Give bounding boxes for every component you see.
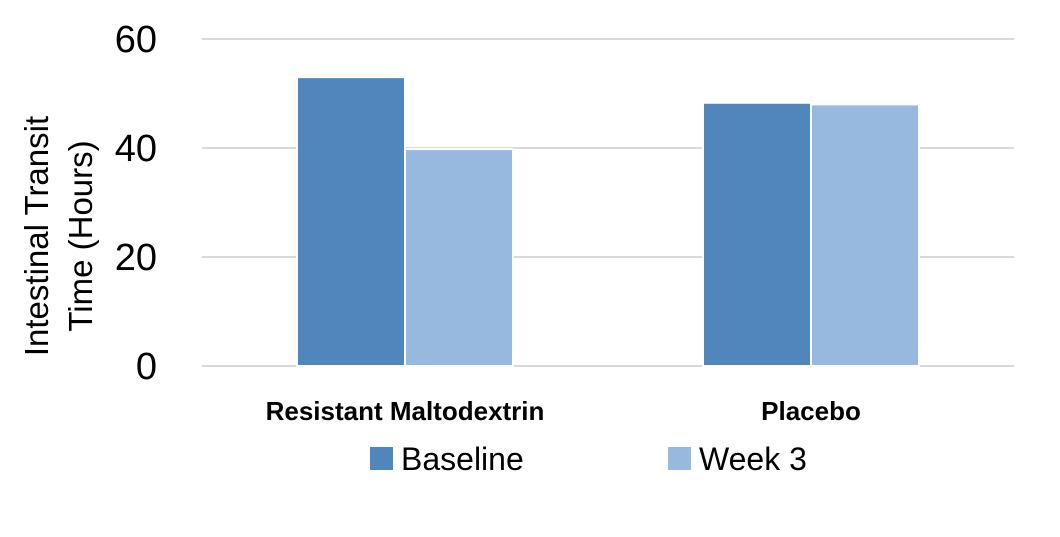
y-axis-label-line-2: Time (Hours) bbox=[62, 140, 99, 331]
bar-baseline bbox=[702, 101, 812, 367]
legend-label: Week 3 bbox=[699, 441, 807, 477]
bars bbox=[296, 76, 920, 368]
y-axis-ticks: 0 20 40 60 bbox=[115, 19, 157, 388]
legend-swatch bbox=[668, 447, 691, 470]
y-axis-label: Intestinal Transit Time (Hours) bbox=[18, 116, 99, 356]
legend-label: Baseline bbox=[401, 441, 524, 477]
x-tick-label: Placebo bbox=[761, 396, 861, 426]
bar-baseline bbox=[296, 76, 406, 368]
y-tick-label: 40 bbox=[115, 128, 157, 170]
bar-week-3 bbox=[810, 103, 920, 368]
x-axis-ticks: Resistant Maltodextrin Placebo bbox=[266, 396, 861, 426]
y-tick-label: 20 bbox=[115, 237, 157, 279]
y-tick-label: 0 bbox=[136, 346, 157, 388]
bar-week-3 bbox=[404, 148, 514, 367]
y-tick-label: 60 bbox=[115, 19, 157, 61]
legend: Baseline Week 3 bbox=[370, 441, 807, 477]
legend-swatch bbox=[370, 447, 393, 470]
y-axis-label-line-1: Intestinal Transit bbox=[18, 116, 55, 356]
x-tick-label: Resistant Maltodextrin bbox=[266, 396, 545, 426]
